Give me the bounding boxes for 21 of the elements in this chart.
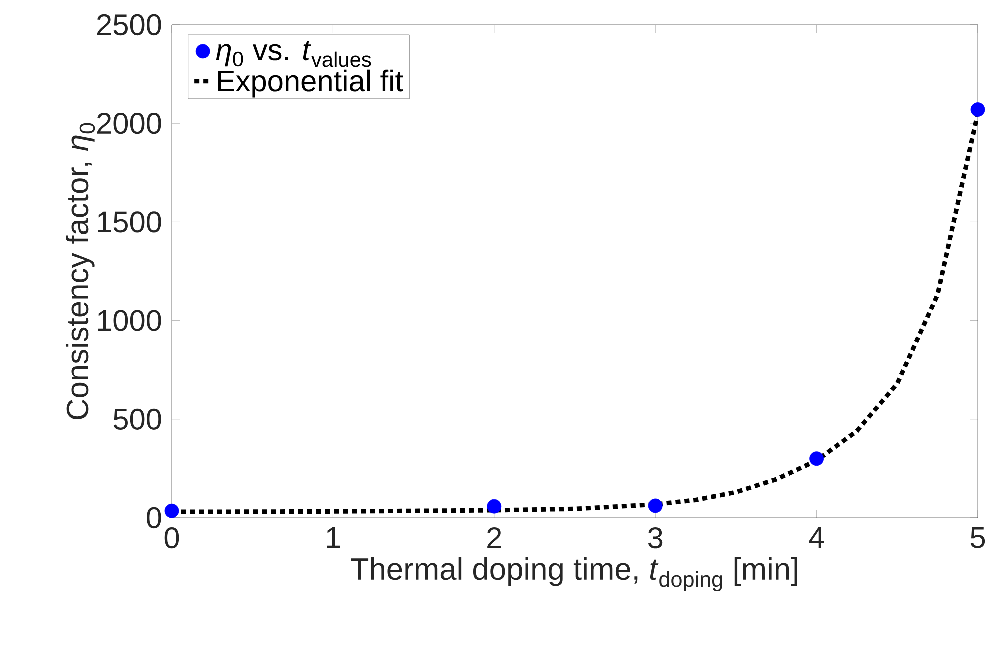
point [970, 102, 986, 117]
y-tick-label: 1000 [98, 310, 162, 332]
x-axis-title: Thermal doping time, t$_{doping}$ [min] [351, 558, 798, 592]
y-tick-label: 1500 [98, 212, 162, 233]
x-tick-label: 4 [809, 528, 824, 548]
point [810, 452, 824, 466]
x-tick-label: 2 [488, 528, 502, 548]
y-tick-label: 0 [147, 507, 162, 529]
y-axis-title: Consistency factor, η$_{0}$ [66, 123, 96, 420]
x-tick-label: 0 [164, 528, 180, 549]
point [164, 504, 180, 518]
point [648, 498, 663, 514]
x-tick-label: 5 [970, 528, 986, 548]
y-tick-label: 2500 [97, 14, 162, 36]
x-tick-label: 3 [648, 528, 663, 549]
legend-label: η$_{0}$ vs. t$_{values}$ [216, 41, 372, 68]
y-tick-label: 500 [114, 408, 162, 430]
legend-label: Exponential fit [218, 70, 404, 98]
point [487, 499, 502, 514]
x-tick-label: 1 [327, 528, 340, 548]
y-tick-label: 2000 [97, 113, 162, 134]
